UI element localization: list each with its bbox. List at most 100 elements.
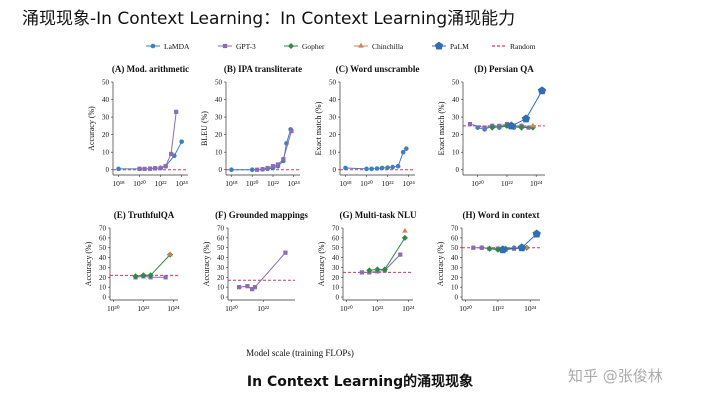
y-tick-label: 20 <box>99 274 107 282</box>
marker <box>236 285 242 290</box>
marker <box>498 245 507 254</box>
x-tick-label: 10¹⁸ <box>112 179 125 188</box>
panel-title: (C) Word unscramble <box>336 64 420 74</box>
y-tick-label: 40 <box>332 254 340 262</box>
y-tick-label: 30 <box>102 114 110 122</box>
x-axis-title: Model scale (training FLOPs) <box>246 348 354 358</box>
y-tick-label: 10 <box>99 284 107 292</box>
x-tick-label: 10²² <box>257 304 270 313</box>
x-tick-label: 10²⁴ <box>402 179 415 188</box>
x-tick-label: 10²⁰ <box>246 179 259 188</box>
y-axis-title: BLEU (%) <box>200 111 209 146</box>
y-tick-label: 60 <box>332 234 340 242</box>
marker <box>132 273 139 280</box>
marker <box>158 165 163 171</box>
marker <box>283 250 288 255</box>
x-tick-label: 10²⁰ <box>360 179 373 188</box>
x-tick-label: 10²⁰ <box>459 304 472 313</box>
series-line <box>257 130 292 171</box>
y-tick-label: 60 <box>217 234 225 242</box>
marker <box>402 227 408 233</box>
page-title: 涌现现象-In Context Learning：In Context Lear… <box>22 9 515 29</box>
marker <box>252 285 258 290</box>
y-axis-title: Accuracy (%) <box>87 106 96 151</box>
marker <box>398 252 403 257</box>
y-tick-label: 50 <box>451 244 459 252</box>
x-tick-label: 10²⁰ <box>340 304 353 313</box>
marker <box>174 109 179 114</box>
y-tick-label: 30 <box>217 264 225 272</box>
legend-marker <box>434 41 444 50</box>
marker <box>479 245 484 250</box>
y-tick-label: 30 <box>215 114 223 122</box>
x-tick-label: 10²⁴ <box>167 304 180 313</box>
y-tick-label: 40 <box>217 254 225 262</box>
marker <box>494 246 501 253</box>
y-tick-label: 30 <box>451 264 459 272</box>
marker <box>366 267 373 274</box>
y-tick-label: 40 <box>102 96 110 104</box>
legend-label: Chinchilla <box>372 42 404 51</box>
y-tick-label: 0 <box>336 294 340 302</box>
y-tick-label: 70 <box>451 225 459 233</box>
x-tick-label: 10²² <box>492 304 505 313</box>
marker <box>381 266 388 273</box>
marker <box>518 124 525 131</box>
series-line <box>369 237 406 271</box>
marker <box>507 121 516 130</box>
y-tick-label: 10 <box>102 149 110 157</box>
y-axis-title: Exact match (%) <box>314 101 323 155</box>
y-tick-label: 30 <box>329 114 337 122</box>
marker <box>270 164 276 169</box>
legend-label: PaLM <box>450 42 469 51</box>
marker <box>374 266 381 273</box>
y-tick-label: 40 <box>451 254 459 262</box>
y-tick-label: 50 <box>452 79 460 87</box>
x-tick-label: 10²² <box>267 179 280 188</box>
series-line <box>239 252 286 290</box>
y-tick-label: 0 <box>221 294 225 302</box>
x-tick-label: 10²⁴ <box>530 179 543 188</box>
marker <box>374 166 380 171</box>
y-tick-label: 60 <box>99 234 107 242</box>
marker <box>142 166 147 171</box>
y-tick-label: 70 <box>99 225 107 233</box>
series-line <box>135 254 171 277</box>
series-line <box>345 148 407 170</box>
x-tick-label: 10²⁴ <box>175 179 188 188</box>
marker <box>530 122 536 128</box>
y-tick-label: 10 <box>215 149 223 157</box>
marker <box>169 151 174 157</box>
marker <box>532 229 541 238</box>
marker <box>385 165 390 170</box>
legend-marker <box>150 43 156 49</box>
panel-title: (E) TruthfulQA <box>114 210 175 220</box>
x-tick-label: 10²⁰ <box>107 304 120 313</box>
x-tick-label: 10²² <box>155 179 168 188</box>
y-tick-label: 10 <box>452 149 460 157</box>
y-tick-label: 40 <box>215 96 223 104</box>
y-tick-label: 40 <box>452 96 460 104</box>
marker <box>390 164 395 170</box>
marker <box>265 165 270 171</box>
marker <box>289 129 294 134</box>
y-tick-label: 20 <box>329 131 337 139</box>
marker <box>163 275 168 280</box>
caption: In Context Learning的涌现现象 <box>247 373 473 390</box>
y-axis-title: Accuracy (%) <box>84 241 93 286</box>
y-tick-label: 50 <box>329 79 337 87</box>
y-tick-label: 50 <box>332 244 340 252</box>
legend-label: Gopher <box>302 42 325 51</box>
marker <box>400 149 406 155</box>
marker <box>537 86 547 95</box>
marker <box>482 125 487 130</box>
y-tick-label: 20 <box>215 131 223 139</box>
x-tick-label: 10²² <box>382 179 395 188</box>
y-tick-label: 50 <box>215 79 223 87</box>
y-tick-label: 20 <box>332 274 340 282</box>
y-tick-label: 70 <box>332 225 340 233</box>
y-tick-label: 0 <box>333 166 337 174</box>
marker <box>404 146 409 151</box>
